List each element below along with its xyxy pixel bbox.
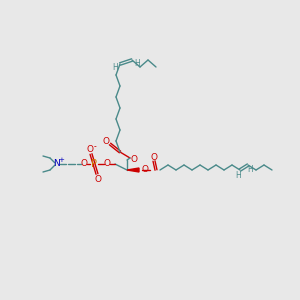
Text: H: H [112, 64, 118, 73]
Polygon shape [127, 168, 139, 172]
Text: O: O [103, 160, 110, 169]
Text: O: O [94, 175, 101, 184]
Text: P: P [91, 159, 97, 169]
Text: O: O [130, 155, 137, 164]
Text: +: + [58, 157, 64, 163]
Text: O: O [151, 152, 158, 161]
Text: -: - [94, 142, 96, 152]
Text: O: O [142, 166, 148, 175]
Text: H: H [247, 166, 253, 175]
Text: O: O [80, 160, 88, 169]
Text: O: O [103, 137, 110, 146]
Text: O: O [86, 145, 94, 154]
Text: H: H [235, 170, 241, 179]
Text: H: H [134, 59, 140, 68]
Text: N: N [54, 160, 60, 169]
